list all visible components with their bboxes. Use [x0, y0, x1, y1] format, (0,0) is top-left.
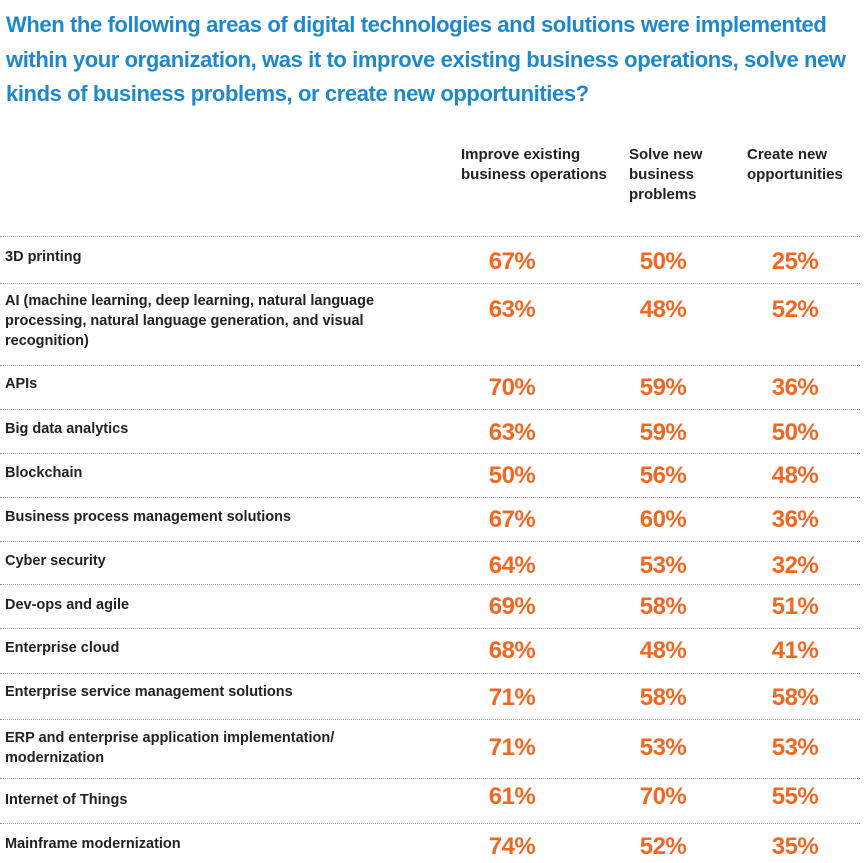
row-label: Enterprise cloud — [5, 640, 120, 656]
value-cell: 59% — [639, 374, 687, 401]
row-divider — [0, 823, 860, 824]
value-cell: 55% — [771, 783, 819, 810]
row-label: Mainframe modernization — [5, 836, 181, 852]
value-cell: 71% — [488, 684, 536, 711]
value-cell: 25% — [771, 248, 819, 275]
column-header-improve: Improve existing business operations — [461, 146, 607, 183]
value-cell: 53% — [639, 734, 687, 761]
value-cell: 53% — [771, 734, 819, 761]
row-divider — [0, 409, 860, 410]
value-cell: 51% — [771, 593, 819, 620]
row-label: Big data analytics — [5, 421, 129, 437]
value-cell: 63% — [488, 419, 536, 446]
row-divider — [0, 778, 860, 779]
row-label: Business process management solutions — [5, 509, 292, 525]
row-divider — [0, 365, 860, 366]
row-label: Blockchain — [5, 465, 83, 481]
row-label: APIs — [5, 376, 38, 392]
row-divider — [0, 283, 860, 284]
value-cell: 41% — [771, 637, 819, 664]
value-cell: 67% — [488, 248, 536, 275]
row-divider — [0, 497, 860, 498]
value-cell: 58% — [639, 684, 687, 711]
value-cell: 61% — [488, 783, 536, 810]
value-cell: 52% — [771, 296, 819, 323]
value-cell: 36% — [771, 506, 819, 533]
value-cell: 48% — [771, 462, 819, 489]
row-divider — [0, 628, 860, 629]
row-label: AI (machine learning, deep learning, nat… — [5, 293, 375, 349]
value-cell: 58% — [639, 593, 687, 620]
column-header-create: Create new opportunities — [747, 146, 843, 183]
value-cell: 48% — [639, 637, 687, 664]
value-cell: 50% — [639, 248, 687, 275]
value-cell: 60% — [639, 506, 687, 533]
value-cell: 35% — [771, 833, 819, 860]
value-cell: 71% — [488, 734, 536, 761]
value-cell: 53% — [639, 552, 687, 579]
value-cell: 32% — [771, 552, 819, 579]
value-cell: 70% — [488, 374, 536, 401]
value-cell: 58% — [771, 684, 819, 711]
row-divider — [0, 584, 860, 585]
row-label: 3D printing — [5, 249, 82, 265]
value-cell: 50% — [488, 462, 536, 489]
value-cell: 36% — [771, 374, 819, 401]
row-divider — [0, 453, 860, 454]
value-cell: 68% — [488, 637, 536, 664]
row-label: Enterprise service management solutions — [5, 684, 293, 700]
value-cell: 63% — [488, 296, 536, 323]
row-divider — [0, 673, 860, 674]
value-cell: 52% — [639, 833, 687, 860]
value-cell: 64% — [488, 552, 536, 579]
row-label: Cyber security — [5, 553, 106, 569]
value-cell: 59% — [639, 419, 687, 446]
row-divider — [0, 541, 860, 542]
chart-title: When the following areas of digital tech… — [6, 12, 846, 106]
value-cell: 48% — [639, 296, 687, 323]
value-cell: 70% — [639, 783, 687, 810]
row-label: Internet of Things — [5, 792, 128, 808]
row-label: Dev-ops and agile — [5, 597, 130, 613]
row-divider — [0, 719, 860, 720]
value-cell: 74% — [488, 833, 536, 860]
row-label: ERP and enterprise application implement… — [5, 730, 335, 766]
value-cell: 56% — [639, 462, 687, 489]
value-cell: 50% — [771, 419, 819, 446]
row-divider — [0, 236, 860, 237]
value-cell: 67% — [488, 506, 536, 533]
column-header-solve: Solve new business problems — [629, 146, 703, 203]
value-cell: 69% — [488, 593, 536, 620]
